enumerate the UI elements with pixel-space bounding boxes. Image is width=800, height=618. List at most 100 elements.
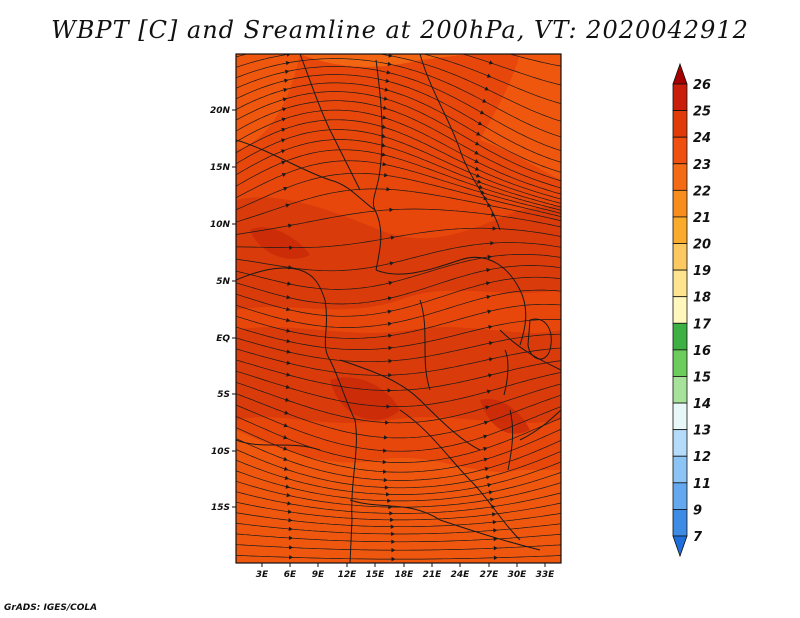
streamline-arrow [480,190,486,195]
grads-credit: GrADS: IGES/COLA [4,603,98,613]
streamline-arrow [485,405,490,410]
streamline-35 [236,381,561,424]
streamline-arrow [286,295,291,300]
colorbar-label: 14 [693,397,711,412]
streamline-arrow [284,78,289,83]
streamline-arrow [284,475,290,481]
streamline-arrow [392,597,396,601]
streamline-34 [236,370,561,408]
streamline-arrow [391,9,395,13]
lat-tick-label: 15S [211,503,230,513]
border-line-6 [339,359,481,451]
streamline-arrow [382,469,388,474]
streamline-arrow [477,179,482,184]
streamline-36 [236,393,561,439]
field-patch-5 [480,54,561,180]
streamline-arrow [287,281,292,286]
streamline-arrow [387,296,393,301]
streamline-31 [236,333,561,363]
streamline-arrow [486,389,492,394]
streamline-arrow [485,475,491,480]
streamline-48 [236,522,561,535]
streamline-27 [236,276,561,317]
streamline-arrow [391,0,395,3]
streamline-11 [236,82,561,173]
streamline-arrow [494,586,498,590]
streamline-arrow [385,420,390,425]
streamline-arrow [483,420,489,425]
colorbar-segment [672,482,688,510]
colorbar: 26 25 24 23 22 21 20 19 18 17 16 15 14 13 12 11 9 7 [672,62,712,558]
streamline-arrow [381,152,387,157]
streamline-arrow [487,202,492,208]
streamline-arrow [286,349,291,354]
streamline-arrow [485,281,491,286]
colorbar-label: 15 [693,370,711,385]
streamline-arrow [488,357,494,362]
field-patch-6 [330,377,400,420]
streamline-arrow [382,459,387,465]
colorbar-segment [672,243,688,271]
streamline-44 [236,480,561,508]
streamline-arrow [386,404,391,409]
streamline-arrow [283,456,288,462]
streamline-arrow [383,477,388,483]
border-line-1 [236,139,382,271]
border-line-8 [419,299,431,391]
streamline-arrow [385,78,390,83]
streamline-arrow [284,69,290,74]
streamline-arrow [287,223,293,228]
streamline-3 [226,18,572,50]
streamline-arrow [285,60,291,66]
streamline-arrow [492,226,497,231]
colorbar-label: 22 [693,184,711,199]
streamline-arrow [281,138,286,143]
streamline-24 [236,242,561,272]
lon-tick-label: 6E [284,570,297,580]
streamline-arrow [381,134,387,139]
streamline-arrow [474,159,479,163]
streamline-arrow [486,268,491,273]
longitude-axis: 3E 6E 9E 12E 15E 18E 21E 24E 27E 30E 33E [256,563,555,580]
lon-tick-label: 9E [312,570,325,580]
streamline-arrow [483,195,488,201]
streamline-arrow [474,150,479,155]
streamline-33 [236,359,561,391]
streamline-arrow [491,504,496,510]
streamline-arrow [382,161,387,167]
streamline-arrow [289,8,293,12]
streamline-arrow [286,328,291,333]
streamline-arrow [282,107,287,112]
streamline-arrow [492,512,497,517]
lon-tick-label: 18E [395,570,415,580]
streamline-5 [461,54,561,86]
border-line-7 [399,409,521,541]
plot-frame [235,53,562,564]
field-patch-7 [480,399,530,434]
colorbar-segment [672,136,688,165]
streamline-arrow [387,309,392,314]
colorbar-label: 13 [693,424,711,439]
streamline-arrow [388,54,393,58]
streamline-arrow [286,492,291,498]
field-patch-3 [300,54,470,67]
streamline-arrow [383,96,389,101]
streamline-arrow [388,333,393,339]
lon-tick-label: 24E [451,570,471,580]
streamline-arrow [283,87,288,93]
streamline-arrow [486,294,491,300]
streamline-arrow [391,547,396,553]
streamline-arrow [493,555,498,560]
streamline-arrow [483,446,488,452]
streamline-arrow [486,73,492,78]
lake-outline-0 [527,318,552,360]
streamline-42 [236,459,561,495]
streamline-13 [236,100,561,189]
streamline-39 [236,427,561,473]
streamline-9 [236,66,561,152]
streamline-8 [236,58,561,138]
lat-tick-label: 10N [210,220,231,230]
streamline-arrow [391,531,396,537]
lake-outline-2 [507,409,514,471]
streamline-arrow [388,373,393,378]
